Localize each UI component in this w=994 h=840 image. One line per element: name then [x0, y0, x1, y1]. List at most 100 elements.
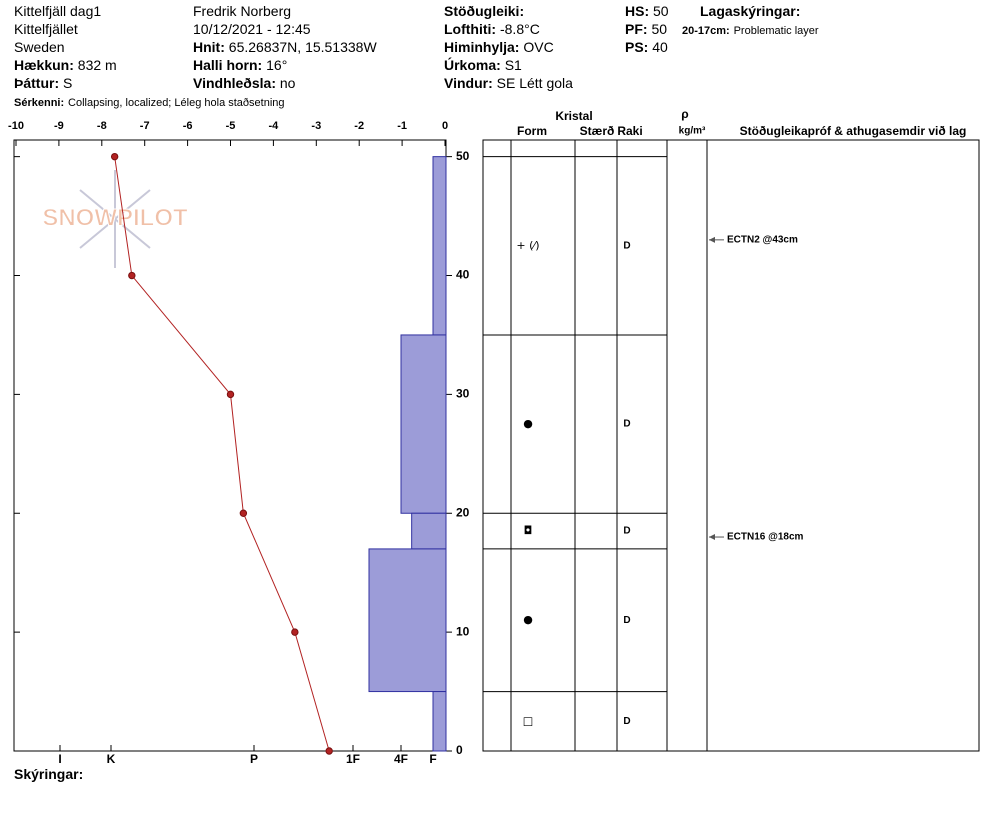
header-item: Fredrik Norberg — [193, 3, 291, 19]
test-arrowhead — [709, 236, 715, 243]
y-tick-label: 20 — [456, 505, 470, 519]
header-item: Vindhleðsla: no — [193, 75, 295, 91]
x-tick-label: -10 — [8, 120, 24, 132]
field-value: -8.8°C — [499, 21, 540, 37]
watermark-text: SNOWPILOT — [42, 204, 188, 231]
header-item: 20-17cm: Problematic layer — [682, 21, 819, 37]
temperature-point — [128, 271, 136, 280]
temperature-point — [325, 747, 333, 755]
temperature-point — [291, 628, 299, 636]
field-value: 832 m — [77, 57, 117, 73]
moisture: D — [623, 240, 630, 251]
field-label: Vindhleðsla: — [193, 75, 276, 91]
field-value: 65.26837N, 15.51338W — [228, 39, 377, 55]
hardness-bar — [432, 691, 447, 752]
test-arrowhead — [709, 534, 715, 541]
field-value: 50 — [651, 21, 668, 37]
test-label: ECTN2 @43cm — [727, 234, 798, 245]
x-tick-label: -4 — [269, 120, 280, 132]
grain-form: ◘ — [524, 524, 533, 537]
x-tick-label: -7 — [140, 120, 150, 132]
field-value: Problematic layer — [733, 25, 819, 37]
field-label: PF: — [625, 21, 648, 37]
field-value: Collapsing, localized; Léleg hola staðse… — [68, 97, 285, 109]
table-header: ρ — [681, 107, 688, 121]
field-value: S — [63, 75, 73, 91]
header-item: Kittelfjäll dag1 — [14, 3, 101, 19]
header-item: Vindur: SE Létt gola — [444, 75, 573, 91]
grain-form: □ — [523, 714, 533, 727]
header-item: Halli horn: 16° — [193, 57, 287, 73]
field-label: 20-17cm: — [682, 25, 730, 37]
x-tick-label: -5 — [226, 120, 236, 132]
header-item: Kittelfjället — [14, 21, 78, 37]
hardness-tick-label: P — [250, 752, 258, 766]
y-tick-label: 0 — [456, 743, 463, 757]
table-header: Kristal — [555, 109, 592, 123]
hardness-bar — [411, 512, 447, 550]
field-label: Halli horn: — [193, 57, 263, 73]
x-tick-label: -8 — [97, 120, 107, 132]
table-header: Stærð — [580, 124, 615, 138]
x-tick-label: -9 — [54, 120, 64, 132]
grain-form: ● — [523, 417, 533, 430]
y-tick-label: 50 — [456, 149, 470, 163]
header-item: Lagaskýringar: — [700, 3, 800, 19]
footer: Skýringar: — [14, 766, 84, 782]
hardness-tick-label: 4F — [394, 752, 408, 766]
field-value: 50 — [653, 3, 669, 19]
field-label: Stöðugleiki: — [444, 3, 525, 19]
header-item: HS: 50 — [625, 3, 669, 19]
header-text: Kittelfjäll dag1 — [14, 3, 102, 19]
header-item: Stöðugleiki: — [444, 3, 524, 19]
field-value: S1 — [504, 57, 522, 73]
field-label: Himinhylja: — [444, 39, 520, 55]
y-tick-label: 30 — [456, 387, 470, 401]
field-label: Hnit: — [193, 39, 225, 55]
temperature-line — [114, 156, 330, 752]
header-item: Úrkoma: S1 — [444, 57, 522, 73]
table-header: kg/m³ — [679, 126, 706, 137]
field-label: Lofthiti: — [444, 21, 497, 37]
header-item: PS: 40 — [625, 39, 668, 55]
moisture: D — [623, 526, 630, 537]
header-item: Þáttur: S — [14, 75, 72, 91]
moisture: D — [623, 419, 630, 430]
field-label: PS: — [625, 39, 649, 55]
header-text: Fredrik Norberg — [193, 3, 292, 19]
header-item: Lofthiti: -8.8°C — [444, 21, 540, 37]
header-item: PF: 50 — [625, 21, 667, 37]
hardness-tick-label: I — [58, 752, 61, 766]
field-label: Úrkoma: — [444, 57, 501, 73]
y-tick-label: 10 — [456, 624, 470, 638]
header-item: Hækkun: 832 m — [14, 57, 117, 73]
field-value: SE Létt gola — [496, 75, 573, 91]
hardness-bar — [368, 548, 447, 693]
test-label: ECTN16 @18cm — [727, 532, 804, 543]
x-tick-label: -1 — [397, 120, 407, 132]
header-item: Sweden — [14, 39, 65, 55]
header-text: Kittelfjället — [14, 21, 78, 37]
temperature-point — [239, 509, 248, 517]
temperature-point — [226, 390, 235, 399]
moisture: D — [623, 615, 630, 626]
field-label: Þáttur: — [14, 75, 60, 91]
x-tick-label: -2 — [354, 120, 364, 132]
moisture: D — [623, 716, 630, 727]
field-label: Lagaskýringar: — [700, 3, 801, 19]
field-label: Hækkun: — [14, 57, 74, 73]
field-label: Vindur: — [444, 75, 493, 91]
grain-form: ● — [523, 613, 533, 626]
table-header: Stöðugleikapróf & athugasemdir við lag — [740, 124, 967, 138]
field-value: OVC — [523, 39, 554, 55]
y-tick-label: 40 — [456, 268, 470, 282]
hardness-bar — [432, 156, 447, 336]
x-tick-label: -3 — [311, 120, 321, 132]
hardness-tick-label: K — [107, 752, 116, 766]
field-value: 16° — [266, 57, 288, 73]
header-item: Sérkenni: Collapsing, localized; Léleg h… — [14, 93, 285, 109]
header-item: Himinhylja: OVC — [444, 39, 554, 55]
table-header: Form — [517, 124, 547, 138]
